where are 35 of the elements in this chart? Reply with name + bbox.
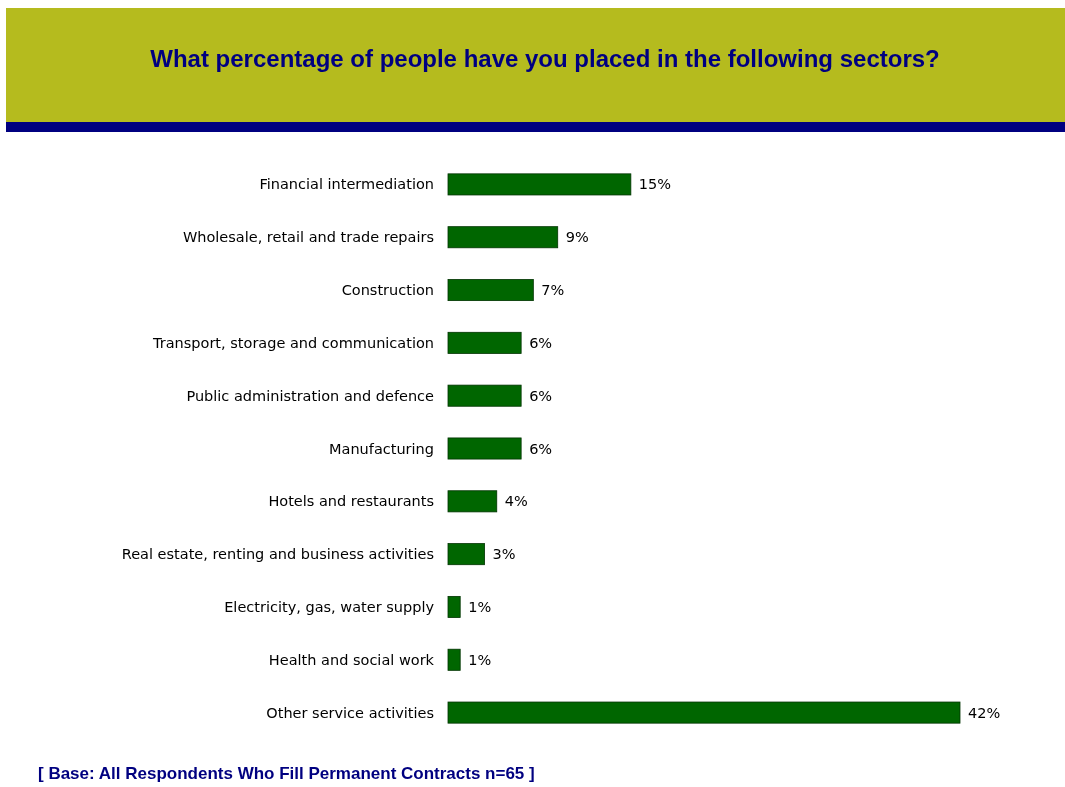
data-label: 9% [565, 229, 589, 246]
bar [447, 648, 461, 671]
bar [447, 543, 485, 566]
y-tick-label: Real estate, renting and business activities [121, 546, 434, 563]
bar [447, 595, 461, 618]
y-tick-label: Wholesale, retail and trade repairs [182, 229, 434, 246]
text: [ Base: All Respondents Who Fill Permanent Contracts n=65 ] [38, 763, 535, 783]
bar [447, 331, 522, 354]
y-tick-label: Manufacturing [329, 440, 434, 457]
data-label: 1% [468, 598, 492, 615]
data-label: 6% [529, 440, 553, 457]
y-tick-label: Transport, storage and communication [152, 334, 434, 351]
bar [447, 437, 522, 460]
bar [447, 226, 559, 249]
data-label: 3% [492, 546, 516, 563]
data-label: 6% [529, 387, 553, 404]
y-tick-label: Electricity, gas, water supply [224, 598, 435, 615]
y-tick-label: Financial intermediation [259, 176, 434, 193]
data-label: 6% [529, 334, 553, 351]
bar [447, 701, 961, 724]
bar [447, 173, 632, 196]
data-label: 15% [638, 176, 672, 193]
bar [447, 490, 498, 513]
data-label: 1% [468, 651, 492, 668]
chart-title: What percentage of people have you placed in the following sectors? [150, 44, 940, 72]
y-tick-label: Construction [341, 282, 434, 299]
data-label: 7% [541, 282, 565, 299]
y-tick-label: Public administration and defence [186, 387, 435, 404]
y-tick-label: Health and social work [268, 651, 435, 668]
data-label: 4% [504, 493, 528, 510]
y-tick-label: Other service activities [266, 704, 434, 721]
y-tick-label: Hotels and restaurants [268, 493, 434, 510]
bar [447, 384, 522, 407]
bar [447, 279, 534, 302]
data-label: 42% [968, 704, 1001, 721]
